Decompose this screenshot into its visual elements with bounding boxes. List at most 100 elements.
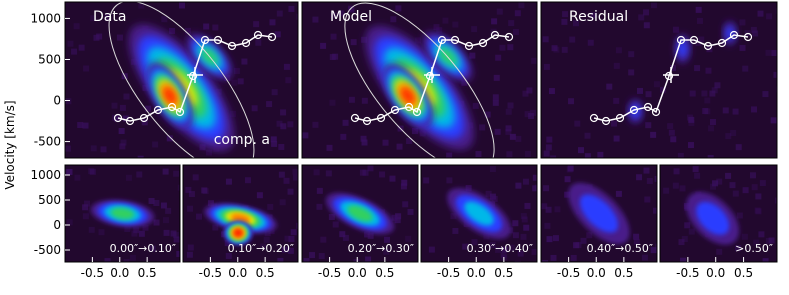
noise-pixel <box>762 258 769 262</box>
noise-pixel <box>550 254 557 261</box>
noise-pixel <box>384 236 391 243</box>
noise-pixel <box>507 44 514 51</box>
noise-pixel <box>732 190 739 197</box>
noise-pixel <box>638 14 645 21</box>
noise-pixel <box>587 39 594 46</box>
noise-pixel <box>65 145 72 152</box>
noise-pixel <box>709 119 716 126</box>
noise-pixel <box>704 97 711 104</box>
noise-pixel <box>320 42 327 49</box>
noise-pixel <box>520 213 527 220</box>
noise-pixel <box>590 12 597 19</box>
noise-pixel <box>173 170 180 177</box>
noise-pixel <box>741 233 748 240</box>
noise-pixel <box>276 10 283 17</box>
noise-pixel <box>735 144 742 151</box>
curve-point <box>437 35 447 45</box>
noise-pixel <box>770 117 777 124</box>
noise-pixel <box>694 65 701 72</box>
noise-pixel <box>505 108 512 115</box>
noise-pixel <box>702 108 709 115</box>
curve-point <box>717 38 727 48</box>
noise-pixel <box>133 227 140 234</box>
noise-pixel <box>379 171 386 178</box>
noise-pixel <box>494 128 501 135</box>
x-tick-label: -0.5 <box>557 266 580 280</box>
noise-pixel <box>142 84 149 91</box>
noise-pixel <box>342 119 349 126</box>
noise-pixel <box>359 169 366 176</box>
noise-pixel <box>574 120 581 127</box>
noise-pixel <box>512 232 519 239</box>
x-tick-label: -0.5 <box>676 266 699 280</box>
y-tick-label: -500 <box>34 243 61 257</box>
noise-pixel <box>114 115 121 122</box>
noise-pixel <box>360 36 367 43</box>
noise-pixel <box>365 256 372 262</box>
curve-point <box>412 107 422 117</box>
noise-pixel <box>689 90 696 97</box>
noise-pixel <box>501 246 508 253</box>
noise-pixel <box>142 224 149 231</box>
noise-pixel <box>446 177 453 184</box>
noise-pixel <box>775 7 777 14</box>
curve-point <box>153 105 163 115</box>
noise-pixel <box>263 236 270 243</box>
noise-pixel <box>753 239 760 246</box>
noise-pixel <box>584 132 591 139</box>
noise-pixel <box>520 233 527 240</box>
noise-pixel <box>88 226 95 233</box>
noise-pixel <box>304 156 311 158</box>
noise-pixel <box>452 21 459 28</box>
noise-pixel <box>271 89 278 96</box>
noise-pixel <box>499 44 506 51</box>
noise-pixel <box>514 260 521 262</box>
curve-point <box>125 116 135 126</box>
noise-pixel <box>93 34 100 41</box>
noise-pixel <box>750 26 757 33</box>
noise-pixel <box>515 182 522 189</box>
noise-pixel <box>679 185 686 192</box>
noise-pixel <box>389 175 396 182</box>
noise-pixel <box>203 23 210 30</box>
noise-pixel <box>340 133 347 140</box>
noise-pixel <box>688 119 695 126</box>
noise-pixel <box>613 97 620 104</box>
noise-pixel <box>100 146 107 153</box>
noise-pixel <box>653 81 660 88</box>
velocity-curve <box>593 34 749 122</box>
noise-pixel <box>407 208 414 215</box>
noise-pixel <box>188 191 195 198</box>
noise-pixel <box>606 83 613 90</box>
noise-pixel <box>495 54 502 61</box>
noise-pixel <box>123 93 130 100</box>
noise-pixel <box>471 239 478 246</box>
noise-pixel <box>104 258 111 262</box>
panel-annotation: comp. a <box>214 132 270 148</box>
x-tick-label: 0.0 <box>706 266 725 280</box>
panel-title: Data <box>93 9 126 25</box>
noise-pixel <box>169 27 176 34</box>
noise-pixel <box>82 213 89 220</box>
noise-pixel <box>138 2 145 9</box>
noise-pixel <box>285 77 292 84</box>
noise-pixel <box>116 34 123 41</box>
noise-pixel <box>276 120 283 127</box>
panel-title: Model <box>330 9 372 25</box>
noise-pixel <box>251 105 258 112</box>
noise-pixel <box>71 48 78 55</box>
panel-frame <box>64 164 181 263</box>
x-tick-label: 0.0 <box>110 266 129 280</box>
noise-pixel <box>580 237 587 244</box>
noise-pixel <box>489 166 496 173</box>
noise-pixel <box>714 82 721 89</box>
y-axis-label: Velocity [km/s] <box>3 100 17 189</box>
noise-pixel <box>465 185 472 192</box>
noise-pixel <box>765 237 772 244</box>
noise-pixel <box>709 90 716 97</box>
heatmap <box>423 166 537 262</box>
noise-pixel <box>161 16 168 23</box>
panel-frame <box>64 1 299 159</box>
heatmap <box>663 166 777 262</box>
noise-pixel <box>283 177 290 184</box>
